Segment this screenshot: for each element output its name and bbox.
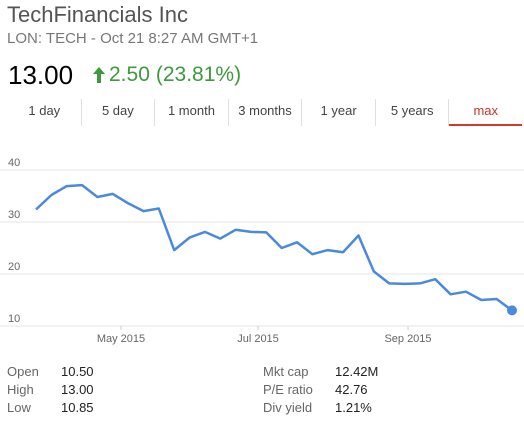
stat-label: Low (7, 400, 31, 415)
tab-5-day[interactable]: 5 day (82, 99, 156, 126)
tab-5-years[interactable]: 5 years (376, 99, 450, 126)
price-series (35, 183, 517, 316)
stat-value: 1.21% (335, 400, 372, 415)
stat-value: 10.50 (61, 364, 94, 379)
change-percent: (23.81%) (155, 63, 242, 86)
stat-value: 10.85 (61, 400, 94, 415)
tab-max[interactable]: max (449, 99, 523, 126)
y-tick-label: 40 (8, 157, 20, 169)
price-chart[interactable]: 10 20 30 40 May 2015 Jul 2015 Sep 2015 (0, 150, 524, 350)
range-tabs: 1 day 5 day 1 month 3 months 1 year 5 ye… (8, 99, 523, 126)
y-tick-label: 20 (8, 261, 20, 273)
stat-value: 13.00 (61, 382, 94, 397)
tab-1-year[interactable]: 1 year (302, 99, 376, 126)
price-change: 2.50 (23.81%) (92, 63, 241, 87)
x-axis-labels: May 2015 Jul 2015 Sep 2015 (97, 326, 432, 345)
current-price: 13.00 (8, 60, 74, 90)
x-tick-label: Sep 2015 (384, 333, 431, 345)
up-arrow-icon (93, 67, 105, 83)
ticker-line: LON: TECH - Oct 21 8:27 AM GMT+1 (7, 30, 259, 47)
x-tick-label: May 2015 (97, 333, 145, 345)
chart-gridlines (0, 169, 524, 327)
stat-value: 42.76 (335, 382, 368, 397)
y-axis-labels: 10 20 30 40 (8, 157, 20, 325)
stat-label: Open (7, 364, 39, 379)
x-tick-label: Jul 2015 (237, 333, 279, 345)
y-tick-label: 10 (8, 313, 20, 325)
company-name: TechFinancials Inc (7, 2, 188, 27)
change-value: 2.50 (109, 63, 150, 86)
stat-label: High (7, 382, 34, 397)
tab-1-month[interactable]: 1 month (155, 99, 229, 126)
stat-label: Mkt cap (263, 364, 309, 379)
tab-1-day[interactable]: 1 day (8, 99, 82, 126)
last-price-point (507, 305, 517, 316)
stat-label: Div yield (263, 400, 313, 415)
tab-3-months[interactable]: 3 months (229, 99, 303, 126)
price-line (35, 183, 513, 312)
stat-label: P/E ratio (263, 382, 313, 397)
stat-value: 12.42M (335, 364, 379, 379)
y-tick-label: 30 (8, 209, 20, 221)
